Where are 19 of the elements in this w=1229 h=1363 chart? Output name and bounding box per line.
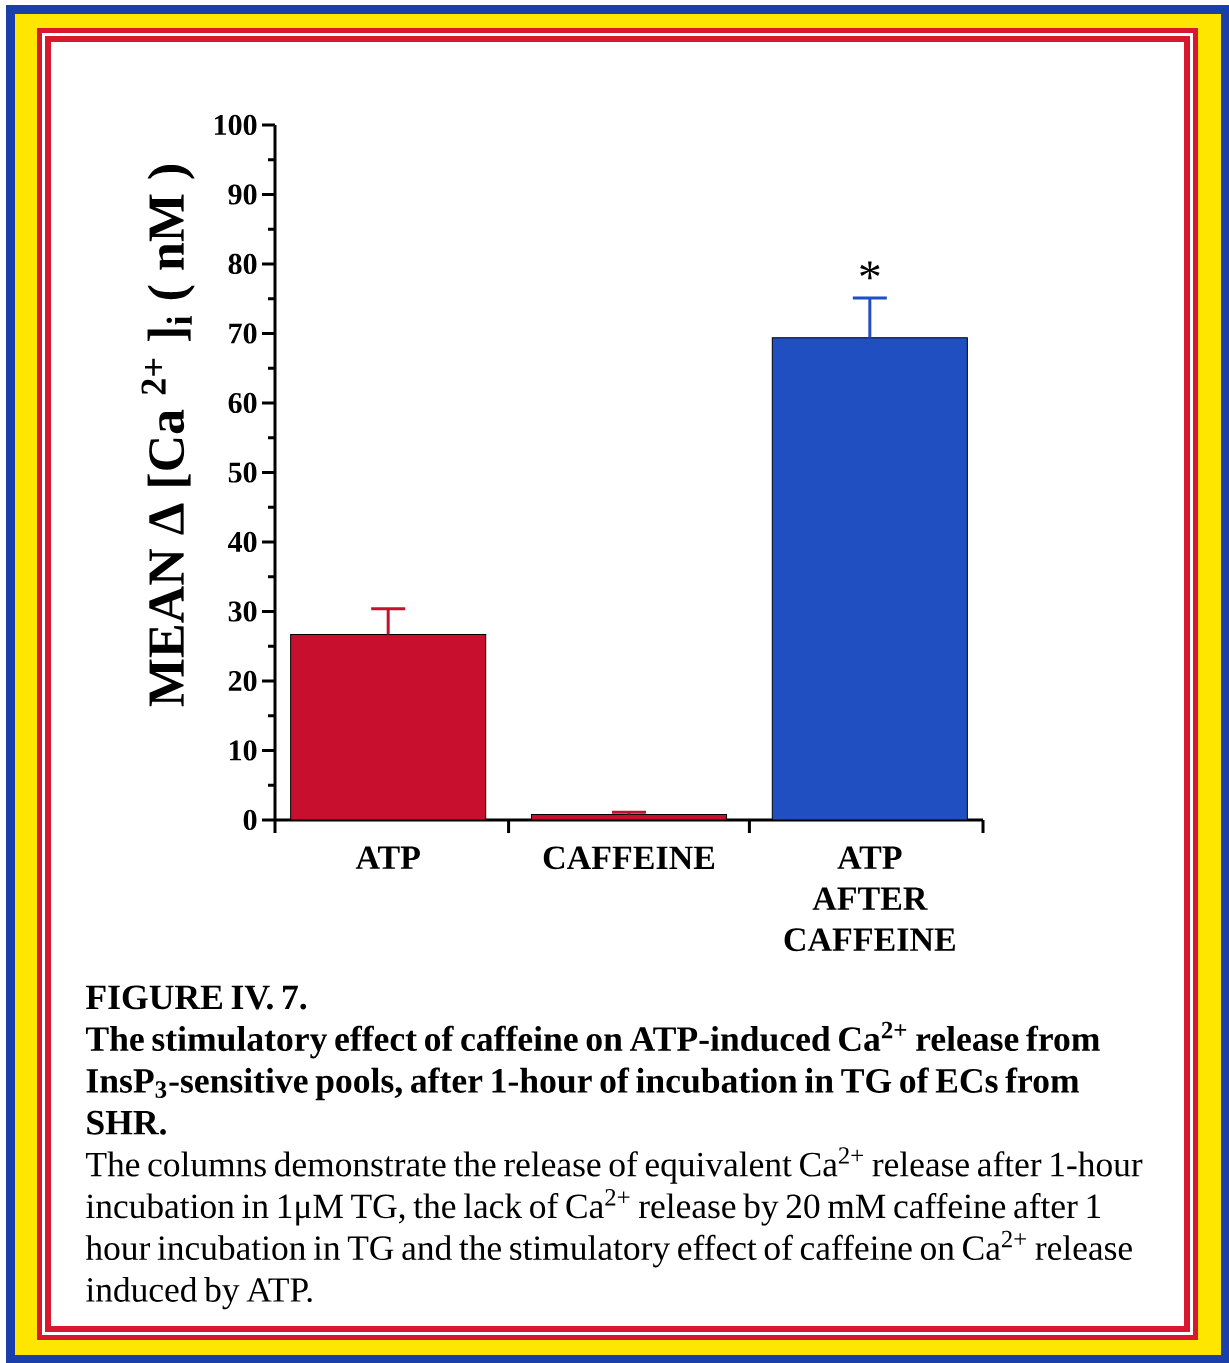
x-tick-label: ATP	[355, 846, 420, 869]
y-tick-label: 10	[230, 740, 257, 761]
y-tick-label: 70	[229, 323, 257, 344]
annotation: *	[860, 261, 880, 280]
y-tick-label: 50	[228, 462, 257, 483]
y-tick-label: 60	[228, 392, 257, 414]
y-axis-title: MEAN Δ [Ca $^{2+}$ ]$_{i}$ ( nM )	[141, 165, 195, 707]
y-tick-label: 80	[228, 253, 257, 275]
y-tick-label: 40	[228, 531, 257, 553]
text: FIGURE IV. 7.	[86, 985, 307, 1010]
y-tick-label: 20	[228, 670, 257, 692]
y-tick-label: 0	[243, 809, 257, 831]
text: The columns demonstrate the release of equivalent Ca$^{2+}$ release after 1-hour incubation in 1μM TG, the lack of Ca$^{2+}$ release by 20 mM caffeine after 1 hour incubation in TG and the stimulatory effect of caffeine on Ca$^{2+}$ release induced by ATP.	[85, 1147, 1143, 1310]
y-tick-label: 100	[215, 114, 257, 136]
text: The stimulatory effect of caffeine on ATP-induced Ca$^{2+}$ release from InsP$_{3}$-sensitive pools, after 1-hour of incubation in TG of ECs from SHR.	[85, 1021, 1100, 1135]
y-tick-label: 90	[228, 184, 257, 205]
x-tick-label: CAFFEINE	[543, 846, 715, 870]
x-tick-label: ATP AFTER CAFFEINE	[784, 846, 955, 952]
y-tick-label: 30	[228, 601, 257, 622]
